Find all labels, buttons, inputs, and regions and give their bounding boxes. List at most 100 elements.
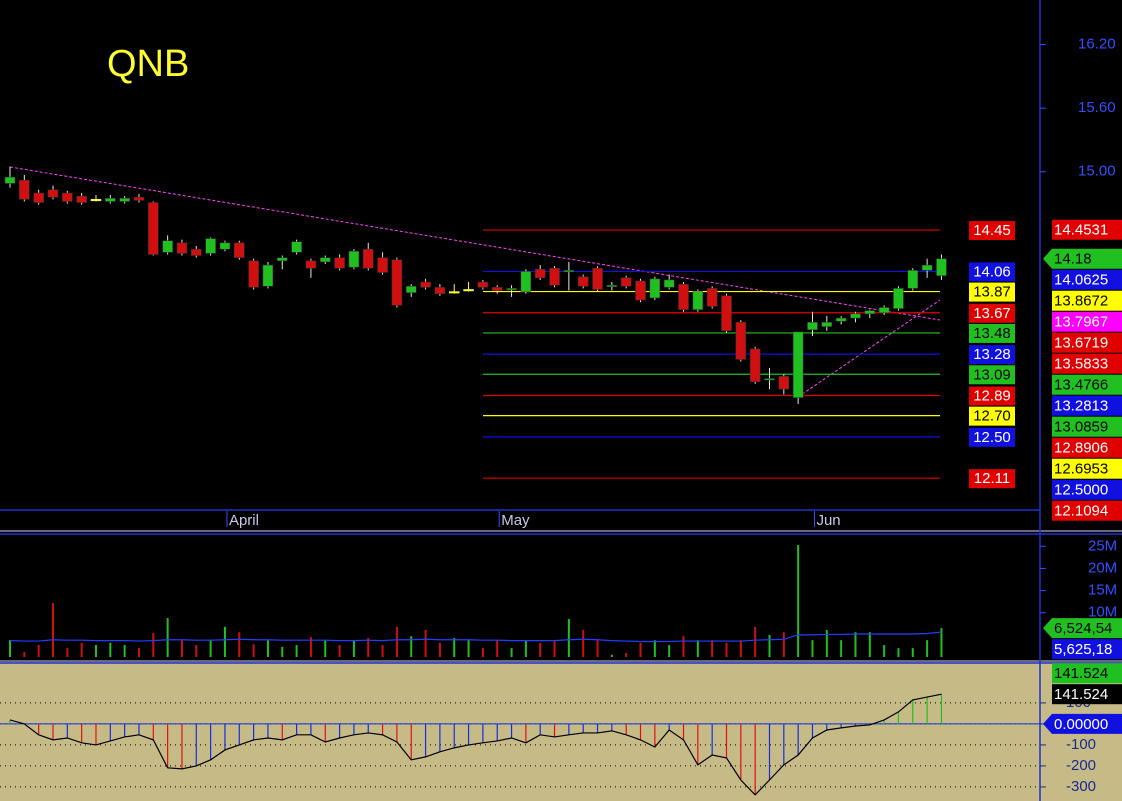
candle-body (277, 257, 288, 262)
price-marker (1052, 684, 1122, 705)
candle-body (936, 258, 947, 276)
level-label-box (969, 282, 1015, 302)
price-marker (1043, 713, 1122, 734)
candle-body (706, 288, 718, 307)
level-label-box (969, 303, 1015, 323)
level-label-box (969, 406, 1015, 426)
candle-body (491, 287, 503, 291)
price-marker-label: 141.524 (1054, 665, 1108, 682)
y-tick-label: 15.60 (1078, 99, 1116, 116)
price-marker-label: 0.00000 (1054, 716, 1108, 733)
x-tick-label: Jun (816, 512, 840, 529)
candle-body (749, 348, 761, 382)
price-marker-label: 12.8906 (1054, 440, 1108, 457)
candle-body (592, 268, 603, 290)
candle-body (921, 264, 933, 271)
price-marker-label: 14.0625 (1054, 272, 1108, 289)
candle-body (778, 376, 790, 390)
price-marker (1052, 663, 1122, 684)
candle-body (764, 378, 775, 381)
trend-line (9, 166, 941, 321)
candle-body (119, 198, 130, 202)
level-label-box (969, 221, 1015, 241)
candle-body (291, 241, 302, 253)
price-marker (1043, 618, 1122, 639)
candle-body (76, 195, 87, 203)
candle-body (506, 288, 517, 291)
y-tick-label: -200 (1066, 757, 1096, 774)
y-tick-label: 15M (1088, 582, 1117, 599)
y-tick-label: -300 (1066, 778, 1096, 795)
candle-body (678, 283, 689, 310)
level-label-box (969, 386, 1015, 406)
price-marker-label: 13.0859 (1054, 419, 1108, 436)
price-marker-label: 13.4766 (1054, 377, 1108, 394)
candle-body (620, 277, 632, 287)
candle-body (334, 257, 345, 269)
candle-body (835, 317, 847, 322)
candle-body (721, 295, 732, 332)
price-marker-label: 13.6719 (1054, 335, 1108, 352)
candle-body (420, 281, 431, 288)
price-marker-label: 141.524 (1054, 686, 1108, 703)
price-marker (1052, 269, 1122, 290)
y-tick-label: 15.00 (1078, 163, 1116, 180)
candle-body (448, 291, 460, 294)
candle-body (219, 242, 231, 250)
y-tick-label: 25M (1088, 537, 1117, 554)
candle-body (807, 322, 818, 331)
candle-body (563, 270, 575, 273)
candle-body (405, 286, 417, 293)
candle-body (635, 280, 646, 301)
price-marker-label: 12.6953 (1054, 461, 1108, 478)
y-tick-label: 20M (1088, 559, 1117, 576)
x-tick-label: April (229, 512, 259, 529)
level-label: 13.09 (973, 366, 1011, 383)
price-marker (1052, 416, 1122, 437)
candle-body (19, 179, 30, 200)
price-marker-label: 14.4531 (1054, 222, 1108, 239)
candle-body (33, 192, 44, 203)
price-marker (1052, 479, 1122, 500)
candle-body (649, 278, 661, 299)
y-tick-label: -100 (1066, 736, 1096, 753)
candle-body (692, 291, 704, 310)
level-label-box (969, 469, 1015, 489)
candle-body (792, 331, 804, 398)
level-label: 12.89 (973, 387, 1011, 404)
candle-body (878, 307, 890, 314)
price-marker (1052, 353, 1122, 374)
chart-title: QNB (107, 43, 189, 85)
candle-body (162, 240, 173, 253)
price-marker (1052, 639, 1122, 660)
y-tick-label: 10M (1088, 604, 1117, 621)
candle-body (262, 264, 274, 287)
candle-body (234, 242, 245, 258)
level-label-box (969, 262, 1015, 282)
price-marker-label: 12.1094 (1054, 503, 1108, 520)
level-label-box (969, 427, 1015, 447)
level-label: 13.87 (973, 284, 1011, 301)
level-label: 13.67 (973, 305, 1011, 322)
candle-body (391, 259, 403, 306)
level-label: 12.11 (974, 470, 1010, 487)
candle-body (90, 199, 102, 202)
price-marker-label: 13.8672 (1054, 293, 1108, 310)
price-marker (1052, 290, 1122, 311)
price-marker (1052, 332, 1122, 353)
candle-body (133, 196, 145, 201)
candle-body (62, 192, 73, 202)
candle-body (577, 276, 589, 287)
candle-body (663, 279, 675, 288)
candle-body (148, 202, 159, 255)
price-marker-label: 13.7967 (1054, 314, 1108, 331)
level-label-box (969, 365, 1015, 385)
trend-line (797, 299, 941, 398)
price-marker (1043, 248, 1122, 269)
price-marker (1052, 458, 1122, 479)
price-marker (1052, 374, 1122, 395)
price-marker (1052, 219, 1122, 240)
candle-body (821, 322, 833, 327)
oscillator-line (9, 693, 942, 796)
candle-body (520, 271, 532, 292)
